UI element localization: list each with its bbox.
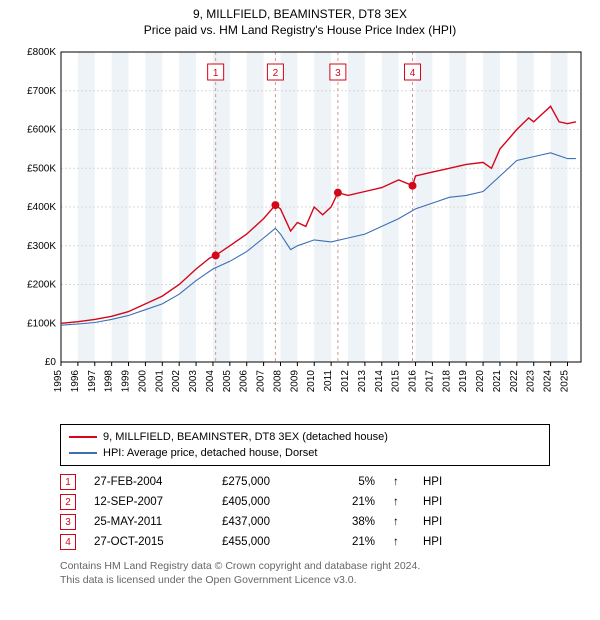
svg-text:£200K: £200K (27, 280, 56, 291)
sale-number-box: 4 (60, 534, 76, 550)
svg-text:2: 2 (272, 68, 278, 79)
svg-text:2013: 2013 (356, 370, 367, 393)
sale-hpi-label: HPI (423, 496, 453, 508)
legend-swatch (69, 452, 97, 454)
svg-text:2004: 2004 (204, 370, 215, 393)
footer-attribution: Contains HM Land Registry data © Crown c… (60, 560, 550, 587)
sale-hpi-label: HPI (423, 536, 453, 548)
svg-text:2018: 2018 (441, 370, 452, 393)
svg-text:£300K: £300K (27, 241, 56, 252)
sale-row: 2 12-SEP-2007 £405,000 21% ↑ HPI (60, 492, 550, 512)
svg-text:2025: 2025 (559, 370, 570, 393)
svg-text:£500K: £500K (27, 164, 56, 175)
svg-text:2012: 2012 (340, 370, 351, 393)
svg-text:2017: 2017 (424, 370, 435, 393)
svg-text:2000: 2000 (137, 370, 148, 393)
legend-label: HPI: Average price, detached house, Dors… (103, 447, 317, 459)
svg-text:3: 3 (335, 68, 341, 79)
svg-text:2023: 2023 (525, 370, 536, 393)
legend: 9, MILLFIELD, BEAMINSTER, DT8 3EX (detac… (60, 424, 550, 466)
title-line-1: 9, MILLFIELD, BEAMINSTER, DT8 3EX (10, 6, 590, 22)
sale-date: 25-MAY-2011 (94, 516, 204, 528)
svg-text:2014: 2014 (373, 370, 384, 393)
sale-price: £437,000 (222, 516, 302, 528)
svg-text:2019: 2019 (458, 370, 469, 393)
sale-row: 4 27-OCT-2015 £455,000 21% ↑ HPI (60, 532, 550, 552)
arrow-up-icon: ↑ (393, 536, 405, 548)
legend-swatch (69, 436, 97, 438)
svg-text:2022: 2022 (508, 370, 519, 393)
svg-text:1995: 1995 (53, 370, 64, 393)
svg-text:£400K: £400K (27, 202, 56, 213)
sale-price: £455,000 (222, 536, 302, 548)
sale-pct: 5% (320, 476, 375, 488)
svg-text:4: 4 (409, 68, 415, 79)
svg-text:2006: 2006 (238, 370, 249, 393)
svg-text:2002: 2002 (171, 370, 182, 393)
legend-row: 9, MILLFIELD, BEAMINSTER, DT8 3EX (detac… (69, 429, 541, 445)
svg-text:£800K: £800K (27, 47, 56, 58)
sale-pct: 21% (320, 496, 375, 508)
sale-number-box: 2 (60, 494, 76, 510)
svg-text:1996: 1996 (69, 370, 80, 393)
sale-price: £275,000 (222, 476, 302, 488)
svg-text:2009: 2009 (289, 370, 300, 393)
sale-price: £405,000 (222, 496, 302, 508)
svg-text:1: 1 (212, 68, 218, 79)
svg-text:£600K: £600K (27, 125, 56, 136)
svg-text:£700K: £700K (27, 86, 56, 97)
legend-label: 9, MILLFIELD, BEAMINSTER, DT8 3EX (detac… (103, 431, 388, 443)
sale-number-box: 1 (60, 474, 76, 490)
footer-line-1: Contains HM Land Registry data © Crown c… (60, 560, 550, 574)
arrow-up-icon: ↑ (393, 476, 405, 488)
footer-line-2: This data is licensed under the Open Gov… (60, 574, 550, 588)
sale-hpi-label: HPI (423, 476, 453, 488)
sale-number-box: 3 (60, 514, 76, 530)
sale-date: 27-OCT-2015 (94, 536, 204, 548)
sale-date: 12-SEP-2007 (94, 496, 204, 508)
sale-pct: 38% (320, 516, 375, 528)
svg-text:2008: 2008 (272, 370, 283, 393)
arrow-up-icon: ↑ (393, 516, 405, 528)
sale-row: 1 27-FEB-2004 £275,000 5% ↑ HPI (60, 472, 550, 492)
arrow-up-icon: ↑ (393, 496, 405, 508)
svg-text:2007: 2007 (255, 370, 266, 393)
svg-text:2003: 2003 (188, 370, 199, 393)
legend-row: HPI: Average price, detached house, Dors… (69, 445, 541, 461)
svg-text:£100K: £100K (27, 319, 56, 330)
svg-text:1999: 1999 (120, 370, 131, 393)
svg-text:1998: 1998 (103, 370, 114, 393)
svg-text:2015: 2015 (390, 370, 401, 393)
svg-text:1997: 1997 (86, 370, 97, 393)
svg-text:2020: 2020 (475, 370, 486, 393)
svg-text:2005: 2005 (221, 370, 232, 393)
svg-text:£0: £0 (44, 357, 56, 368)
svg-text:2016: 2016 (407, 370, 418, 393)
sale-hpi-label: HPI (423, 516, 453, 528)
svg-text:2011: 2011 (323, 370, 334, 392)
chart-container: 9, MILLFIELD, BEAMINSTER, DT8 3EX Price … (0, 0, 600, 594)
title-line-2: Price paid vs. HM Land Registry's House … (10, 22, 590, 38)
chart-title-block: 9, MILLFIELD, BEAMINSTER, DT8 3EX Price … (10, 6, 590, 38)
chart-plot: £0 £100K £200K £300K £400K £500K £600K £700K £80… (13, 44, 588, 414)
sale-date: 27-FEB-2004 (94, 476, 204, 488)
line-chart-svg: £0 £100K £200K £300K £400K £500K £600K £700K £80… (13, 44, 588, 414)
sale-pct: 21% (320, 536, 375, 548)
svg-text:2021: 2021 (491, 370, 502, 393)
sale-row: 3 25-MAY-2011 £437,000 38% ↑ HPI (60, 512, 550, 532)
svg-text:2010: 2010 (306, 370, 317, 393)
svg-text:2001: 2001 (154, 370, 165, 393)
svg-text:2024: 2024 (542, 370, 553, 393)
sales-table: 1 27-FEB-2004 £275,000 5% ↑ HPI 2 12-SEP-2007 £4… (60, 472, 550, 552)
